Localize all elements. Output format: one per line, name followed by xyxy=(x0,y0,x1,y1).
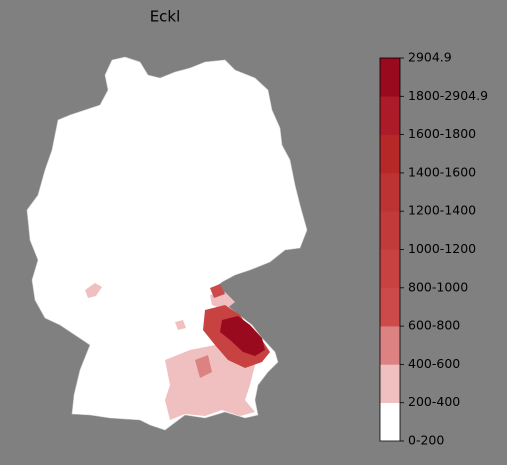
colorbar-band xyxy=(380,326,400,365)
district-region xyxy=(220,316,265,356)
district-region xyxy=(85,283,102,298)
colorbar-band xyxy=(380,134,400,174)
colorbar-band xyxy=(380,58,400,97)
colorbar-band xyxy=(380,402,400,442)
colorbar-band xyxy=(380,287,400,327)
colorbar-label: 1200-1400 xyxy=(408,203,476,218)
colorbar-label: 0-200 xyxy=(408,433,444,448)
map-title: Eckl xyxy=(150,8,181,26)
colorbar-band xyxy=(380,172,400,212)
colorbar-label: 1400-1600 xyxy=(408,164,476,179)
colorbar-label: 1000-1200 xyxy=(408,241,476,256)
colorbar-band xyxy=(380,96,400,135)
colorbar-band xyxy=(380,211,400,250)
colorbar-label: 1600-1800 xyxy=(408,126,476,141)
colorbar-label: 1800-2904.9 xyxy=(408,88,488,103)
district-region xyxy=(210,284,225,298)
germany-map xyxy=(26,56,308,431)
colorbar-label: 400-600 xyxy=(408,356,460,371)
colorbar-label: 2904.9 xyxy=(408,50,452,65)
district-region xyxy=(195,355,212,378)
colorbar-label: 600-800 xyxy=(408,318,460,333)
country-outline xyxy=(26,56,308,431)
district-region xyxy=(175,320,186,330)
colorbar-band xyxy=(380,364,400,403)
colorbar-label: 800-1000 xyxy=(408,279,468,294)
district-region xyxy=(165,345,255,420)
colorbar-label: 200-400 xyxy=(408,394,460,409)
colorbar-band xyxy=(380,249,400,289)
colorbar: 2904.9 1800-2904.9 1600-1800 1400-1600 1200-… xyxy=(379,50,488,448)
